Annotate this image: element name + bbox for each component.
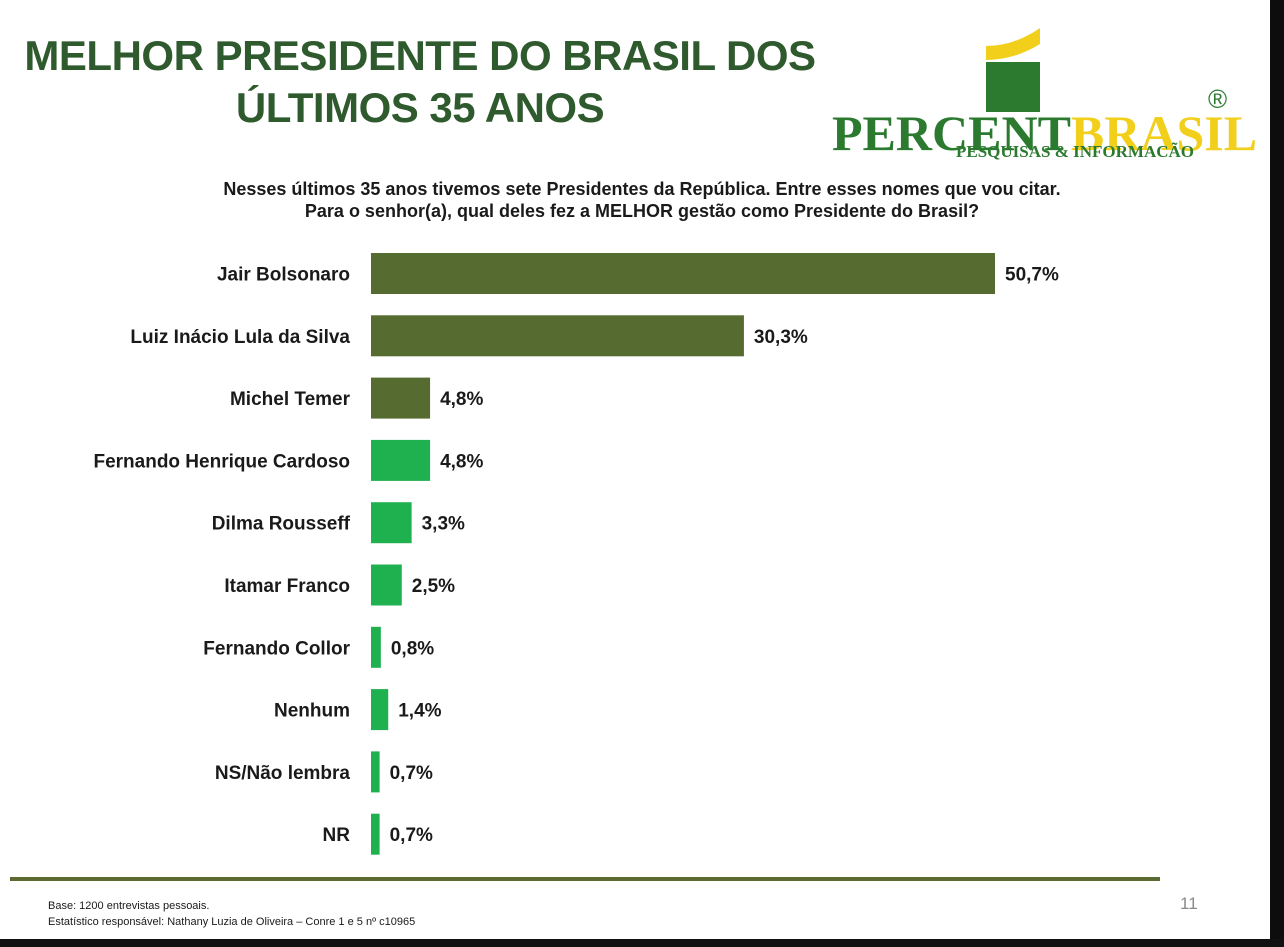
value-label: 1,4% xyxy=(398,701,441,722)
footer-notes: Base: 1200 entrevistas pessoais. Estatís… xyxy=(48,898,415,930)
value-label: 2,5% xyxy=(412,576,455,597)
category-label: Fernando Collor xyxy=(203,638,350,659)
category-label: Jair Bolsonaro xyxy=(217,265,350,286)
value-label: 4,8% xyxy=(440,389,483,410)
percentbrasil-logo: PERCENTBRASIL ® PESQUISAS & INFORMACÃO xyxy=(826,20,1257,170)
bar xyxy=(371,439,431,481)
value-label: 3,3% xyxy=(422,514,465,535)
bar xyxy=(371,315,744,357)
bar-chart: Jair Bolsonaro 50,7% Luiz Inácio Lula da S… xyxy=(93,253,1059,855)
question-line-1: Nesses últimos 35 anos tivemos sete Pres… xyxy=(223,179,1061,199)
bar xyxy=(371,626,381,668)
screen-edge-right xyxy=(1270,0,1284,947)
page-title: MELHOR PRESIDENTE DO BRASIL DOS ÚLTIMOS … xyxy=(0,30,840,134)
logo-wordmark: PERCENTBRASIL xyxy=(832,108,1257,158)
category-label: Luiz Inácio Lula da Silva xyxy=(130,327,350,348)
registered-mark: ® xyxy=(1208,84,1228,114)
category-label: Michel Temer xyxy=(230,389,351,410)
category-label: NS/Não lembra xyxy=(215,763,351,784)
page-number: 11 xyxy=(1180,894,1198,913)
footer-divider xyxy=(10,877,1160,881)
bar xyxy=(371,253,995,294)
category-label: Fernando Henrique Cardoso xyxy=(93,451,350,472)
bar xyxy=(371,502,412,544)
title-line-1: MELHOR PRESIDENTE DO BRASIL DOS xyxy=(24,32,816,79)
bar xyxy=(371,564,402,606)
title-line-2: ÚLTIMOS 35 ANOS xyxy=(235,84,605,131)
bar xyxy=(371,813,380,855)
category-label: NR xyxy=(323,825,351,846)
value-label: 0,8% xyxy=(391,638,434,659)
survey-question: Nesses últimos 35 anos tivemos sete Pres… xyxy=(0,178,1284,222)
bar xyxy=(371,377,431,419)
value-label: 50,7% xyxy=(1005,265,1059,286)
footer-statistician: Estatístico responsável: Nathany Luzia d… xyxy=(48,916,416,928)
bar xyxy=(371,751,380,793)
bar xyxy=(371,689,389,731)
value-label: 0,7% xyxy=(390,763,433,784)
value-label: 0,7% xyxy=(390,825,433,846)
screen-edge-bottom xyxy=(0,939,1284,947)
footer-base: Base: 1200 entrevistas pessoais. xyxy=(48,900,210,912)
logo-tagline: PESQUISAS & INFORMACÃO xyxy=(956,142,1195,161)
category-label: Itamar Franco xyxy=(224,576,350,597)
category-label: Dilma Rousseff xyxy=(212,514,351,535)
category-label: Nenhum xyxy=(274,701,350,722)
value-label: 4,8% xyxy=(440,451,483,472)
logo-word-brasil: BRASIL xyxy=(1070,105,1258,161)
logo-word-percent: PERCENT xyxy=(832,105,1071,161)
logo-mark-icon xyxy=(986,28,1040,112)
value-label: 30,3% xyxy=(754,327,808,348)
question-line-2: Para o senhor(a), qual deles fez a MELHO… xyxy=(304,201,980,221)
